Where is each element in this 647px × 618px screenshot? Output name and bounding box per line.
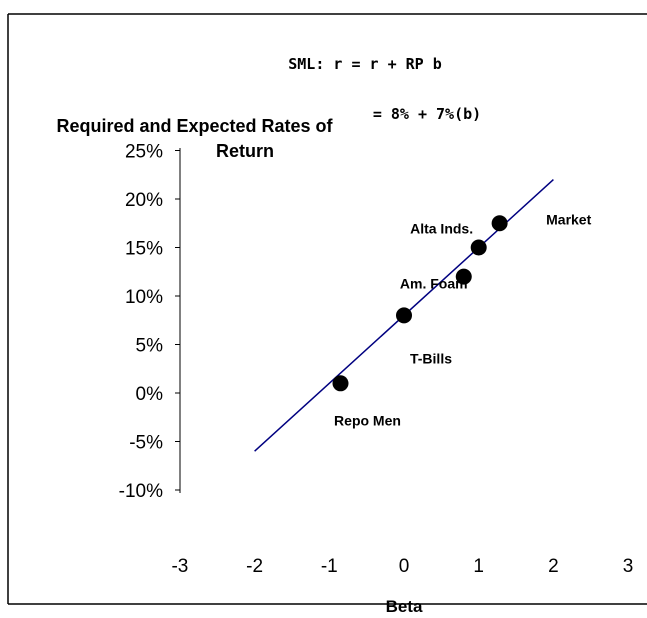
data-point-label: Am. Foam: [400, 276, 468, 292]
x-axis-label: Beta: [386, 597, 423, 616]
data-point: [396, 307, 412, 324]
data-point-label: T-Bills: [410, 350, 452, 366]
y-ticks: 25% 20% 15% 10% 5% 0% -5% -10%: [119, 142, 180, 502]
data-point: [455, 268, 472, 285]
chart-title-line-1: Required and Expected Rates of: [56, 116, 333, 136]
x-tick-label: -2: [246, 556, 263, 577]
x-tick-label: 2: [548, 556, 559, 577]
y-tick-label: 10%: [125, 287, 163, 308]
x-tick-label: -1: [321, 556, 338, 577]
chart-title: Required and Expected Rates of Return: [56, 116, 337, 161]
data-point-labels: Repo Men T-Bills Am. Foam Market Alta Inds.: [334, 212, 592, 429]
x-tick-labels: -3 -2 -1 0 1 2 3: [171, 556, 633, 577]
y-tick-label: -10%: [119, 481, 163, 502]
y-tick-label: 25%: [125, 142, 163, 163]
sml-equation-line-2: = 8% + 7%(b): [373, 105, 481, 123]
data-point-label: Market: [546, 212, 591, 228]
data-point: [491, 215, 508, 232]
x-tick-label: 3: [623, 556, 634, 577]
data-points: [332, 215, 508, 392]
y-tick-label: 15%: [125, 239, 163, 260]
x-tick-label: -3: [171, 556, 188, 577]
x-tick-label: 0: [399, 556, 410, 577]
data-point-label: Alta Inds.: [410, 220, 473, 236]
y-tick-label: 20%: [125, 190, 163, 211]
y-tick-label: 5%: [136, 336, 164, 357]
x-tick-label: 1: [473, 556, 484, 577]
chart-title-line-2: Return: [216, 141, 274, 161]
sml-equation-line-1: SML: r = r + RP b: [288, 55, 442, 73]
y-tick-label: -5%: [129, 433, 163, 454]
data-point: [470, 239, 487, 256]
y-tick-label: 0%: [136, 384, 164, 405]
data-point-label: Repo Men: [334, 412, 401, 428]
data-point: [332, 375, 349, 392]
